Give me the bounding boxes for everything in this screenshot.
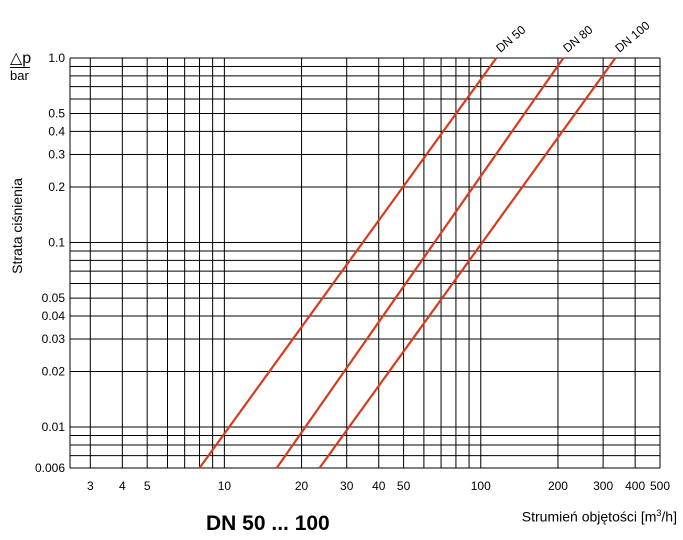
y-tick-label: 0.01 — [42, 420, 66, 434]
x-tick-label: 200 — [548, 479, 568, 493]
series-line — [275, 57, 565, 469]
series-label: DN 80 — [560, 23, 595, 56]
series-label: DN 50 — [493, 23, 528, 56]
y-tick-label: 0.5 — [48, 107, 65, 121]
x-axis-label-sup: 3 — [656, 508, 662, 518]
chart-title: DN 50 ... 100 — [206, 512, 330, 535]
x-tick-label: 500 — [650, 479, 670, 493]
series-label: DN 100 — [612, 18, 652, 55]
tick-labels: 3 4 5 10 20 30 40 50 100 200 300 400 500 1.0 0.5 0.4 0.3… — [35, 51, 670, 493]
y-tick-label: 0.03 — [42, 332, 66, 346]
series-line — [198, 57, 498, 469]
y-tick-label: 0.006 — [35, 461, 65, 475]
x-tick-label: 300 — [593, 479, 613, 493]
x-axis-label: Strumień objętości [m3/h] — [522, 508, 677, 525]
y-axis-label: Strata ciśnienia — [9, 178, 25, 274]
x-axis-label-prefix: Strumień objętości [m — [521, 508, 657, 525]
y-axis-symbol: △p bar — [10, 50, 32, 83]
x-tick-label: 40 — [372, 479, 386, 493]
y-axis-unit: bar — [10, 67, 30, 83]
x-tick-label: 10 — [218, 479, 232, 493]
y-tick-label: 0.3 — [48, 147, 65, 161]
x-tick-label: 50 — [397, 479, 411, 493]
y-tick-label: 0.05 — [42, 291, 66, 305]
y-tick-label: 0.02 — [42, 365, 66, 379]
y-tick-label: 0.2 — [48, 180, 65, 194]
series-lines: DN 50 DN 80 DN 100 — [198, 18, 653, 469]
x-tick-label: 4 — [119, 479, 126, 493]
x-axis-label-suffix: /h] — [661, 508, 677, 525]
y-tick-label: 0.4 — [48, 124, 65, 138]
x-tick-label: 20 — [295, 479, 309, 493]
delta-p-label: △p — [10, 50, 32, 67]
x-tick-label: 30 — [340, 479, 354, 493]
y-tick-label: 0.1 — [48, 236, 65, 250]
x-tick-label: 5 — [144, 479, 151, 493]
y-tick-label: 0.04 — [42, 309, 66, 323]
x-tick-label: 400 — [625, 479, 645, 493]
x-tick-label: 3 — [87, 479, 94, 493]
series-line — [318, 57, 617, 469]
x-tick-label: 100 — [471, 479, 491, 493]
y-tick-label: 1.0 — [48, 51, 65, 65]
